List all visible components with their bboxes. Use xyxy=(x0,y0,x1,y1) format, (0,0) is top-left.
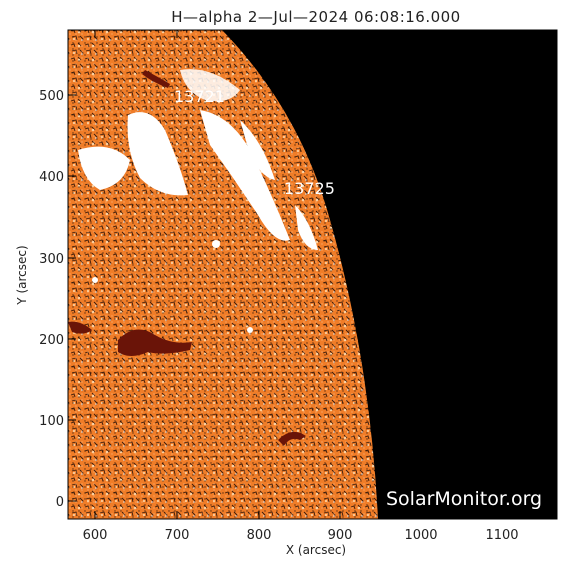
y-tick-label: 0 xyxy=(56,495,64,510)
y-axis-label: Y (arcsec) xyxy=(15,245,29,305)
plage-regions xyxy=(78,69,318,333)
x-tick-label: 700 xyxy=(165,528,190,543)
filaments xyxy=(68,70,306,446)
x-axis-ticks: 600 700 800 900 1000 1100 xyxy=(83,30,519,543)
x-tick-label: 1000 xyxy=(404,528,437,543)
x-tick-label: 900 xyxy=(328,528,353,543)
solar-disk xyxy=(68,30,378,519)
x-tick-label: 600 xyxy=(83,528,108,543)
y-tick-label: 200 xyxy=(39,333,64,348)
x-tick-label: 1100 xyxy=(485,528,518,543)
y-tick-label: 400 xyxy=(39,170,64,185)
x-axis-label: X (arcsec) xyxy=(286,543,346,557)
active-region-label-13725: 13725 xyxy=(284,179,335,198)
plot-border xyxy=(67,29,558,520)
active-region-label-13721: 13721 xyxy=(174,87,225,106)
x-tick-label: 800 xyxy=(247,528,272,543)
y-tick-label: 300 xyxy=(39,252,64,267)
y-axis-ticks: 0 100 200 300 400 500 xyxy=(39,89,557,510)
y-tick-label: 100 xyxy=(39,414,64,429)
image-title: H—alpha 2—Jul—2024 06:08:16.000 xyxy=(171,8,460,26)
y-tick-label: 500 xyxy=(39,89,64,104)
solarmonitor-watermark: SolarMonitor.org xyxy=(386,488,542,510)
